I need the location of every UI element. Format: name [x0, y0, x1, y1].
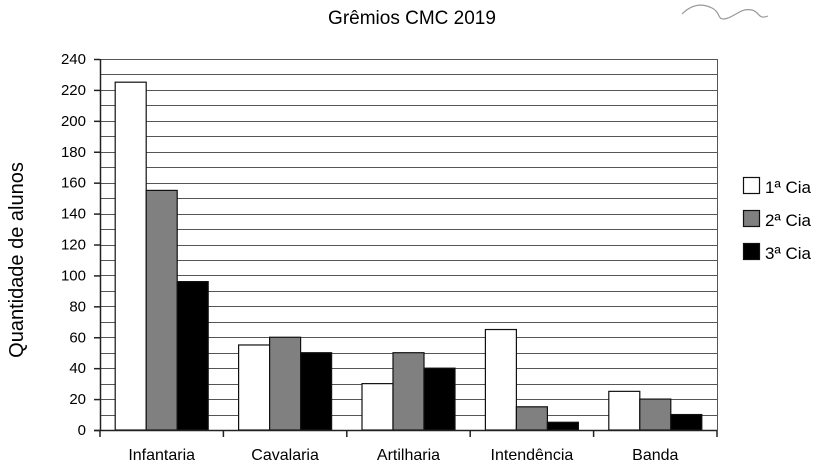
y-tick-label: 100	[61, 267, 86, 284]
y-tick-label: 180	[61, 144, 86, 161]
signature-scribble	[681, 4, 769, 20]
legend-swatch	[742, 176, 761, 195]
y-tick-label: 60	[69, 329, 86, 346]
legend-label: 1ª Cia	[765, 178, 812, 197]
bar-2ª-Cia-Artilharia	[392, 352, 425, 431]
bar-2ª-Cia-Banda	[639, 398, 672, 431]
bar-1ª-Cia-Intendência	[484, 328, 517, 431]
x-category-label: Cavalaria	[251, 447, 319, 464]
bar-3ª-Cia-Cavalaria	[300, 352, 333, 431]
y-tick-label: 200	[61, 113, 86, 130]
y-tick-label: 40	[69, 360, 86, 377]
legend: 1ª Cia 2ª Cia 3ª Cia	[742, 176, 812, 263]
bar-1ª-Cia-Cavalaria	[238, 344, 271, 431]
bar-1ª-Cia-Banda	[608, 390, 641, 431]
y-tick-label: 160	[61, 175, 86, 192]
y-tick-label: 20	[69, 391, 86, 408]
y-tick-label: 120	[61, 237, 86, 254]
bar-3ª-Cia-Infantaria	[176, 281, 209, 431]
y-tick-label: 220	[61, 82, 86, 99]
x-category-label: Intendência	[491, 447, 574, 464]
x-category-label: Infantaria	[128, 447, 195, 464]
y-tick-label: 140	[61, 206, 86, 223]
legend-label: 3ª Cia	[765, 244, 812, 263]
bar-3ª-Cia-Artilharia	[423, 367, 456, 431]
y-axis-label: Quantidade de alunos	[6, 162, 28, 358]
legend-swatch	[742, 242, 761, 261]
x-category-label: Banda	[632, 447, 678, 464]
bar-2ª-Cia-Infantaria	[145, 189, 178, 431]
bars	[114, 81, 703, 431]
y-tick-label: 240	[61, 51, 86, 68]
legend-swatch	[742, 209, 761, 228]
legend-label: 2ª Cia	[765, 211, 812, 230]
x-axis-categories: Infantaria Cavalaria Artilharia Intendência…	[99, 430, 718, 464]
bar-1ª-Cia-Infantaria	[114, 81, 147, 431]
bar-2ª-Cia-Cavalaria	[269, 336, 302, 431]
chart-title: Grêmios CMC 2019	[328, 8, 496, 29]
bar-3ª-Cia-Banda	[670, 413, 703, 431]
bar-1ª-Cia-Artilharia	[361, 383, 394, 431]
x-category-label: Artilharia	[377, 447, 440, 464]
bar-3ª-Cia-Intendência	[546, 421, 580, 431]
y-tick-label: 0	[78, 422, 86, 439]
y-tick-label: 80	[69, 298, 86, 315]
y-axis-ticks: 0 20 40 60 80 100 120 140 160 180 200 220 240	[61, 51, 717, 439]
bar-2ª-Cia-Intendência	[515, 406, 549, 431]
